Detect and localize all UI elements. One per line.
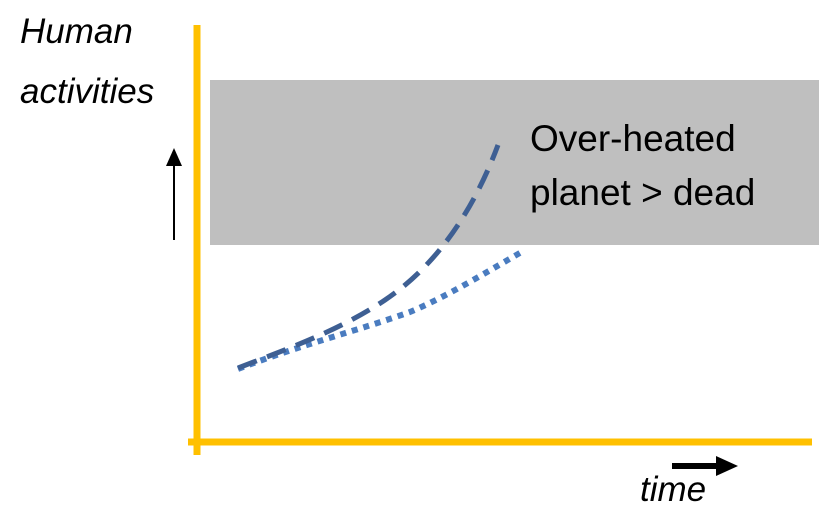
y-axis-label: Human activities (20, 2, 154, 122)
y-axis-label-line-1: Human (20, 12, 133, 51)
dotted-curve (236, 247, 527, 372)
dashed-curve (237, 144, 501, 371)
up-arrow-icon (166, 148, 182, 240)
overheated-zone-label: Over-heated planet > dead (530, 112, 755, 220)
zone-label-line-1: Over-heated (530, 118, 736, 159)
zone-label-line-2: planet > dead (530, 172, 756, 213)
x-axis-label: time (640, 470, 707, 509)
overheated-zone (210, 80, 819, 245)
y-axis-label-line-2: activities (20, 72, 155, 111)
right-arrow-icon (672, 456, 738, 476)
